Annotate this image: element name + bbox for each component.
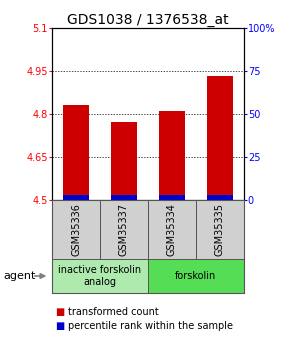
Bar	[196, 200, 244, 259]
Bar	[63, 195, 89, 200]
Bar	[52, 200, 244, 293]
Title: GDS1038 / 1376538_at: GDS1038 / 1376538_at	[67, 12, 229, 27]
Bar	[52, 259, 148, 293]
Text: ■: ■	[55, 321, 64, 331]
Bar	[148, 200, 196, 259]
Bar	[111, 122, 137, 200]
Text: agent: agent	[3, 271, 35, 281]
Bar	[159, 111, 185, 200]
Bar	[159, 195, 185, 200]
Bar	[111, 195, 137, 200]
Bar	[206, 77, 233, 200]
Bar	[52, 200, 100, 259]
Text: inactive forskolin
analog: inactive forskolin analog	[59, 265, 142, 287]
Text: transformed count: transformed count	[68, 307, 159, 317]
Text: GSM35336: GSM35336	[71, 203, 81, 256]
Text: percentile rank within the sample: percentile rank within the sample	[68, 321, 233, 331]
Text: GSM35337: GSM35337	[119, 203, 129, 256]
Bar	[148, 259, 244, 293]
Bar	[63, 105, 89, 200]
Bar	[100, 200, 148, 259]
Bar	[206, 195, 233, 200]
Text: ■: ■	[55, 307, 64, 317]
Text: forskolin: forskolin	[175, 271, 216, 281]
Text: GSM35335: GSM35335	[215, 203, 225, 256]
Text: GSM35334: GSM35334	[167, 203, 177, 256]
